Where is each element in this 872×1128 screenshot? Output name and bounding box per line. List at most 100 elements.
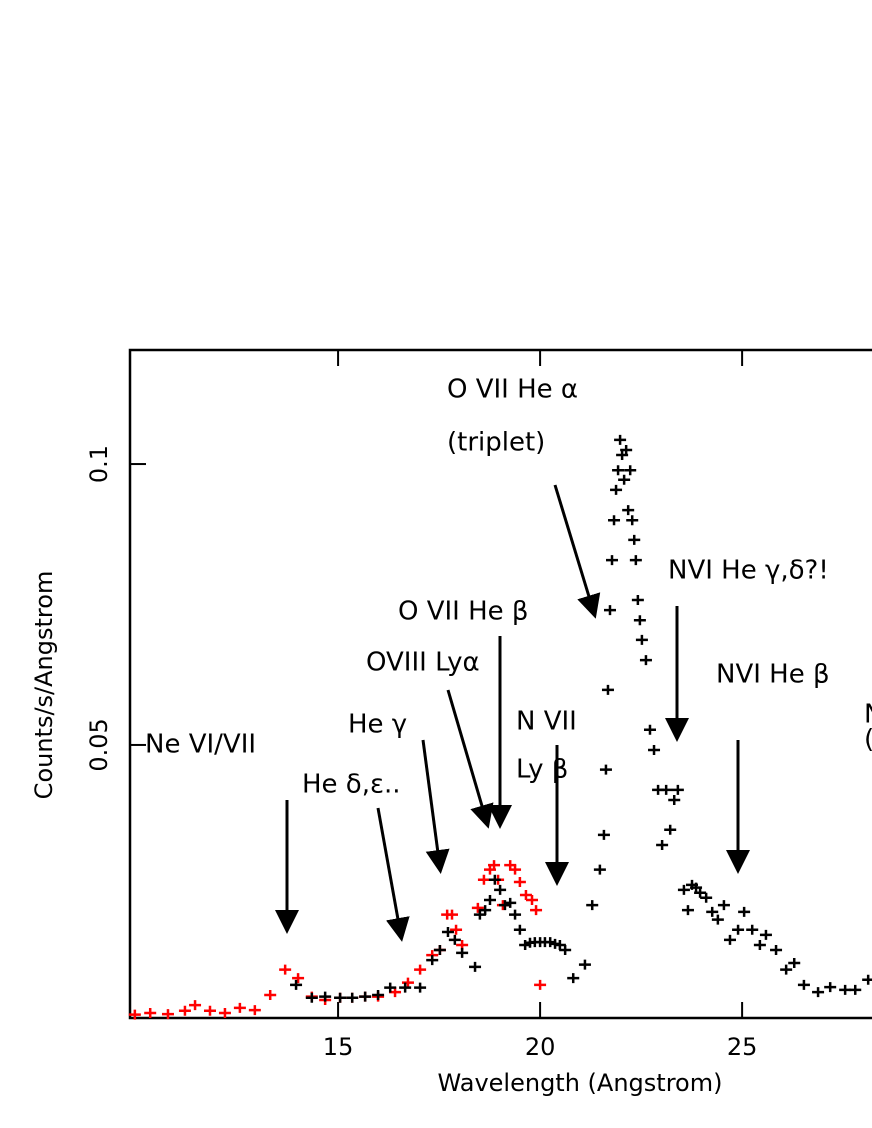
data-point (189, 1000, 202, 1011)
data-point (629, 555, 642, 566)
data-point (399, 982, 412, 993)
data-point (635, 634, 648, 645)
data-point (292, 973, 305, 984)
data-point (597, 829, 610, 840)
data-point (656, 839, 669, 850)
data-point (290, 979, 303, 990)
data-point (586, 900, 599, 911)
data-point (770, 945, 783, 956)
data-point (812, 987, 825, 998)
data-point (513, 877, 526, 888)
data-point (203, 1005, 216, 1016)
data-point (414, 964, 427, 975)
data-point (839, 984, 852, 995)
annotation: He γ (348, 710, 407, 740)
y-tick-label: 0.05 (85, 718, 113, 771)
data-point (610, 484, 623, 495)
data-point (639, 655, 652, 666)
data-point (433, 945, 446, 956)
data-point (788, 957, 801, 968)
annotation: Ne VI/VII (145, 730, 256, 760)
x-tick-label: 25 (727, 1033, 758, 1061)
data-point (711, 914, 724, 925)
data-point (681, 905, 694, 916)
annotation: O VII He α (447, 375, 578, 405)
data-point (448, 934, 461, 945)
data-point (706, 906, 719, 917)
data-point (161, 1009, 174, 1020)
data-point (248, 1005, 261, 1016)
annotation: ( (864, 725, 872, 755)
data-point (488, 860, 501, 871)
data-point (612, 465, 625, 476)
data-point (526, 895, 539, 906)
data-point (578, 959, 591, 970)
data-point (178, 1005, 191, 1016)
data-point (862, 974, 872, 985)
data-point (622, 505, 635, 516)
data-point (660, 784, 673, 795)
data-point (599, 764, 612, 775)
data-point (519, 889, 532, 900)
y-tick-label: 0.1 (85, 445, 113, 483)
data-point (601, 684, 614, 695)
data-point (738, 906, 751, 917)
data-point (671, 784, 684, 795)
data-point (469, 961, 482, 972)
data-point (593, 864, 606, 875)
data-point (849, 984, 862, 995)
data-point (534, 979, 547, 990)
data-point (334, 992, 347, 1003)
data-point (668, 795, 681, 806)
plot-frame (128, 348, 872, 1020)
y-axis-label: Counts/s/Angstrom (30, 571, 58, 800)
arrow (421, 739, 450, 874)
arrow (553, 484, 601, 619)
annotation: He δ,ε.. (302, 770, 401, 800)
data-point (606, 555, 619, 566)
data-point (567, 973, 580, 984)
data-point (446, 909, 459, 920)
data-point (441, 927, 454, 938)
data-point (384, 982, 397, 993)
annotation: N (864, 700, 872, 730)
data-point (264, 989, 277, 1000)
data-point (414, 982, 427, 993)
data-point (824, 982, 837, 993)
annotation: NVI He β (716, 660, 830, 690)
data-point (233, 1002, 246, 1013)
data-point (509, 909, 522, 920)
data-point (504, 897, 517, 908)
arrow (446, 689, 494, 829)
data-point (279, 964, 292, 975)
data-point (319, 991, 332, 1002)
data-point (144, 1007, 157, 1018)
annotation: Ly β (516, 755, 568, 785)
data-point (483, 895, 496, 906)
arrow (376, 807, 410, 942)
data-point (346, 992, 359, 1003)
annotation: N VII (516, 707, 577, 737)
data-point (694, 887, 707, 898)
data-point (401, 977, 414, 988)
data-point (456, 947, 469, 958)
x-tick-label: 15 (323, 1033, 354, 1061)
data-point (624, 465, 637, 476)
data-point (359, 991, 372, 1002)
data-point (614, 434, 627, 445)
data-point (559, 945, 572, 956)
data-point (633, 615, 646, 626)
data-point (759, 929, 772, 940)
annotation: OVIII Lyα (366, 648, 480, 678)
data-point (797, 979, 810, 990)
data-point (218, 1007, 231, 1018)
data-point (620, 445, 633, 456)
data-point (664, 824, 677, 835)
data-point (509, 864, 522, 875)
data-point (471, 902, 484, 913)
data-point (618, 474, 631, 485)
data-point (723, 934, 736, 945)
data-point (305, 992, 318, 1003)
data-point (643, 724, 656, 735)
